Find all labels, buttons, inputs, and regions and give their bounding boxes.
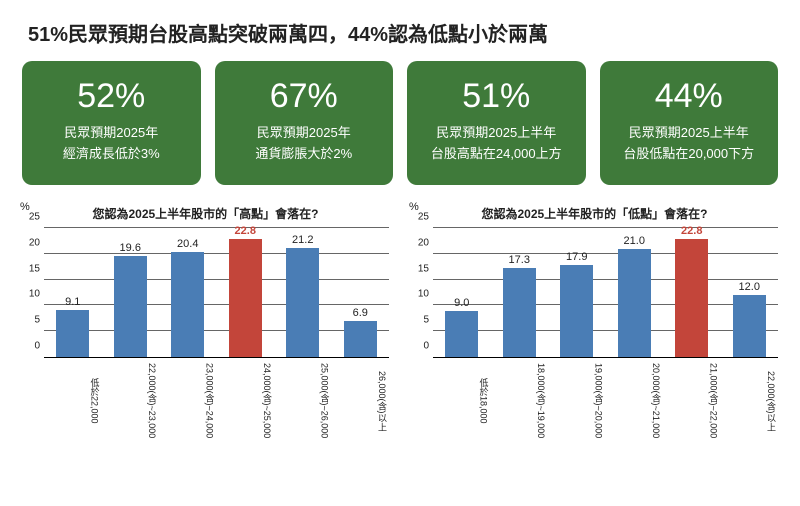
- chart-bar-slot: 6.9: [332, 228, 390, 357]
- chart-x-label: 低於18,000: [433, 358, 491, 440]
- chart-bar-value-label: 9.0: [454, 297, 469, 309]
- chart-bar-value-label: 22.8: [681, 225, 702, 237]
- chart-bars: 9.1 19.6 20.4 22.8 21.2 6.9: [44, 228, 389, 357]
- chart-bar-value-label: 21.2: [292, 234, 313, 246]
- stat-card-pct: 51%: [415, 79, 578, 113]
- chart-bar-slot: 21.0: [606, 228, 664, 357]
- chart-bar-slot: 12.0: [721, 228, 779, 357]
- chart-ytick: 20: [411, 237, 429, 248]
- chart-ytick: 5: [411, 315, 429, 326]
- chart-x-label: 26,000(含)以上: [332, 358, 390, 440]
- chart-bar-slot: 21.2: [274, 228, 332, 357]
- stat-card-pct: 67%: [223, 79, 386, 113]
- chart-bar: 22.8: [675, 239, 708, 357]
- chart-plot-area: 05101520259.017.317.921.022.812.0: [433, 228, 778, 358]
- stat-card-line1: 民眾預期2025上半年: [608, 123, 771, 144]
- chart-bar: 21.0: [618, 249, 651, 357]
- chart-ytick: 5: [22, 315, 40, 326]
- chart-bar: 17.3: [503, 268, 536, 357]
- chart-x-label: 24,000(含)~25,000: [217, 358, 275, 440]
- chart-bar: 9.1: [56, 310, 89, 357]
- chart-title: 您認為2025上半年股市的「低點」會落在?: [411, 205, 778, 222]
- chart-bar-slot: 17.9: [548, 228, 606, 357]
- chart-ytick: 15: [22, 263, 40, 274]
- stat-card-pct: 44%: [608, 79, 771, 113]
- chart-bar-value-label: 9.1: [65, 296, 80, 308]
- chart-ytick: 25: [411, 212, 429, 223]
- chart-bar-value-label: 17.9: [566, 251, 587, 263]
- chart-bar: 9.0: [445, 311, 478, 357]
- chart-bar-value-label: 19.6: [120, 242, 141, 254]
- chart-ytick: 0: [22, 341, 40, 352]
- chart-x-label: 23,000(含)~24,000: [159, 358, 217, 440]
- chart-ytick: 25: [22, 212, 40, 223]
- chart-bar-slot: 22.8: [217, 228, 275, 357]
- chart-x-labels: 低於22,00022,000(含)~23,00023,000(含)~24,000…: [44, 358, 389, 440]
- chart-bar: 12.0: [733, 295, 766, 357]
- chart-x-label: 25,000(含)~26,000: [274, 358, 332, 440]
- chart-bar-value-label: 21.0: [624, 235, 645, 247]
- chart-bar: 20.4: [171, 252, 204, 357]
- stat-card-line1: 民眾預期2025年: [223, 123, 386, 144]
- chart-x-labels: 低於18,00018,000(含)~19,00019,000(含)~20,000…: [433, 358, 778, 440]
- chart-bar-value-label: 12.0: [739, 281, 760, 293]
- stat-card-line2: 經濟成長低於3%: [30, 144, 193, 165]
- chart-x-label: 21,000(含)~22,000: [663, 358, 721, 440]
- stat-card-3: 44% 民眾預期2025上半年 台股低點在20,000下方: [600, 61, 779, 185]
- stat-card-line2: 台股低點在20,000下方: [608, 144, 771, 165]
- chart-bars: 9.0 17.3 17.9 21.0 22.8 12.0: [433, 228, 778, 357]
- chart-bar-slot: 9.0: [433, 228, 491, 357]
- chart-bar-slot: 22.8: [663, 228, 721, 357]
- chart-ytick: 20: [22, 237, 40, 248]
- chart-x-label: 22,000(含)以上: [721, 358, 779, 440]
- stat-card-pct: 52%: [30, 79, 193, 113]
- chart-bar-slot: 9.1: [44, 228, 102, 357]
- chart-x-label: 18,000(含)~19,000: [491, 358, 549, 440]
- stat-cards-row: 52% 民眾預期2025年 經濟成長低於3% 67% 民眾預期2025年 通貨膨…: [22, 61, 778, 185]
- chart-bar-slot: 17.3: [491, 228, 549, 357]
- stat-card-0: 52% 民眾預期2025年 經濟成長低於3%: [22, 61, 201, 185]
- stat-card-2: 51% 民眾預期2025上半年 台股高點在24,000上方: [407, 61, 586, 185]
- stat-card-line1: 民眾預期2025年: [30, 123, 193, 144]
- stat-card-1: 67% 民眾預期2025年 通貨膨脹大於2%: [215, 61, 394, 185]
- chart-bar-slot: 20.4: [159, 228, 217, 357]
- chart-x-label: 低於22,000: [44, 358, 102, 440]
- chart-x-label: 20,000(含)~21,000: [606, 358, 664, 440]
- chart-ytick: 10: [411, 289, 429, 300]
- chart-right: % 您認為2025上半年股市的「低點」會落在? 05101520259.017.…: [411, 205, 778, 440]
- chart-left: % 您認為2025上半年股市的「高點」會落在? 05101520259.119.…: [22, 205, 389, 440]
- chart-bar-value-label: 6.9: [353, 307, 368, 319]
- page-title: 51%民眾預期台股高點突破兩萬四，44%認為低點小於兩萬: [22, 18, 778, 47]
- chart-bar: 22.8: [229, 239, 262, 357]
- chart-bar: 6.9: [344, 321, 377, 357]
- stat-card-line2: 台股高點在24,000上方: [415, 144, 578, 165]
- chart-x-label: 22,000(含)~23,000: [102, 358, 160, 440]
- chart-bar: 19.6: [114, 256, 147, 357]
- chart-x-label: 19,000(含)~20,000: [548, 358, 606, 440]
- chart-title: 您認為2025上半年股市的「高點」會落在?: [22, 205, 389, 222]
- chart-ytick: 10: [22, 289, 40, 300]
- chart-bar: 17.9: [560, 265, 593, 357]
- chart-bar-value-label: 22.8: [235, 225, 256, 237]
- stat-card-line2: 通貨膨脹大於2%: [223, 144, 386, 165]
- chart-plot-area: 05101520259.119.620.422.821.26.9: [44, 228, 389, 358]
- chart-bar-value-label: 20.4: [177, 238, 198, 250]
- stat-card-line1: 民眾預期2025上半年: [415, 123, 578, 144]
- chart-bar: 21.2: [286, 248, 319, 357]
- chart-ytick: 15: [411, 263, 429, 274]
- chart-bar-value-label: 17.3: [509, 254, 530, 266]
- charts-row: % 您認為2025上半年股市的「高點」會落在? 05101520259.119.…: [22, 205, 778, 440]
- chart-ytick: 0: [411, 341, 429, 352]
- chart-bar-slot: 19.6: [102, 228, 160, 357]
